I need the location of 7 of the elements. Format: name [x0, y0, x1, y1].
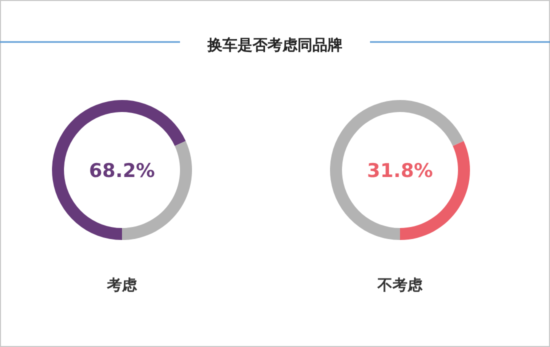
data-label: 31.8%: [367, 160, 433, 182]
data-label: 68.2%: [89, 160, 155, 182]
donut-slice: [52, 100, 186, 240]
text: 换车是否考虑同品牌: [206, 36, 342, 54]
slice-label: 不考虑: [376, 276, 424, 294]
slice-label: 考虑: [106, 276, 138, 294]
donut-slice: [330, 100, 464, 240]
